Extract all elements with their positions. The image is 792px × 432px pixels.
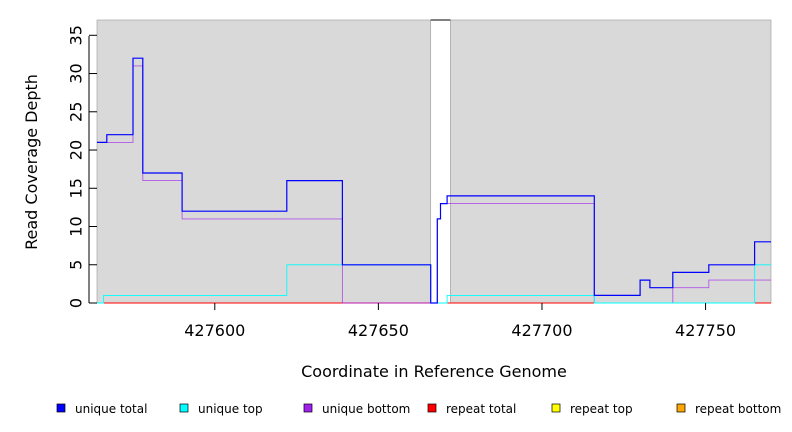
legend-label: repeat bottom bbox=[695, 402, 781, 416]
y-ticks: 0 5 10 15 20 25 30 35 bbox=[67, 25, 97, 308]
legend-label: unique total bbox=[75, 402, 147, 416]
x-tick-label: 427650 bbox=[348, 321, 409, 340]
x-ticks: 427600 427650 427700 427750 bbox=[184, 303, 736, 340]
y-tick-label: 5 bbox=[67, 260, 86, 270]
plot-background bbox=[96, 19, 772, 304]
legend-swatch bbox=[676, 403, 686, 413]
legend-swatch bbox=[303, 403, 313, 413]
x-tick-label: 427700 bbox=[511, 321, 572, 340]
y-axis-label: Read Coverage Depth bbox=[22, 74, 41, 250]
y-tick-label: 20 bbox=[67, 140, 86, 160]
legend-label: unique top bbox=[198, 402, 263, 416]
x-tick-label: 427750 bbox=[675, 321, 736, 340]
y-tick-label: 10 bbox=[67, 216, 86, 236]
legend-swatch bbox=[551, 403, 561, 413]
legend-swatch bbox=[427, 403, 437, 413]
legend-label: unique bottom bbox=[322, 402, 410, 416]
series-line-unique-total bbox=[97, 57, 771, 304]
plot-panel-right bbox=[450, 19, 772, 304]
series-line-unique-top bbox=[97, 264, 771, 304]
x-axis-label: Coordinate in Reference Genome bbox=[301, 362, 567, 381]
legend: unique total unique top unique bottom repea… bbox=[56, 402, 781, 416]
plot-panel-left bbox=[96, 19, 432, 304]
y-tick-label: 25 bbox=[67, 102, 86, 122]
y-tick-label: 0 bbox=[67, 298, 86, 308]
legend-label: repeat top bbox=[570, 402, 633, 416]
legend-swatch bbox=[179, 403, 189, 413]
y-tick-label: 15 bbox=[67, 178, 86, 198]
legend-swatch bbox=[56, 403, 66, 413]
series-layer bbox=[97, 57, 771, 304]
x-tick-label: 427600 bbox=[184, 321, 245, 340]
axes bbox=[88, 36, 90, 303]
y-tick-label: 35 bbox=[67, 25, 86, 45]
y-tick-label: 30 bbox=[67, 63, 86, 83]
legend-label: repeat total bbox=[446, 402, 516, 416]
